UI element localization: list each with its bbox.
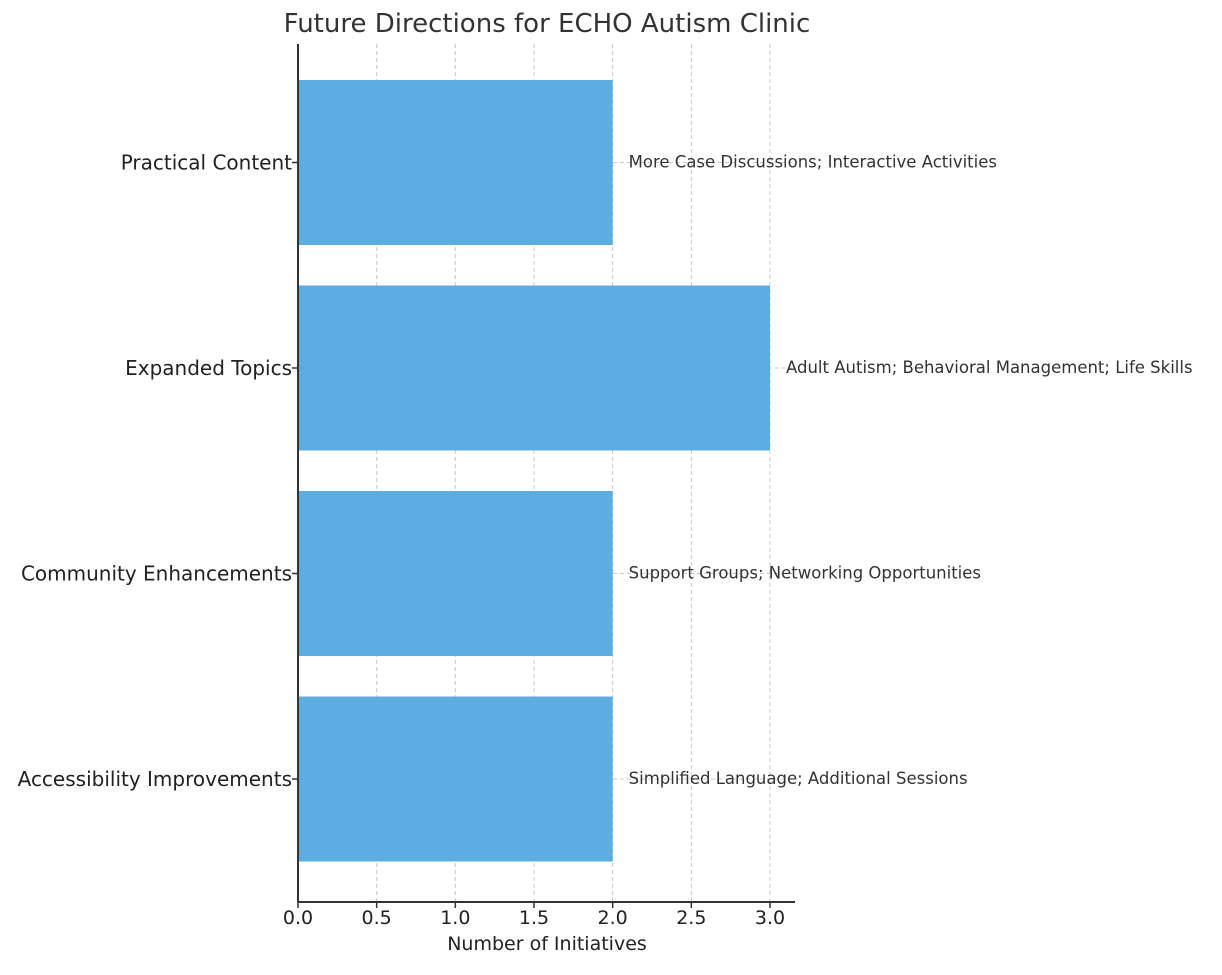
x-tick-label: 2.0	[598, 907, 628, 929]
x-tick-label: 1.5	[519, 907, 549, 929]
bar-annotation: Simplified Language; Additional Sessions	[629, 769, 968, 788]
x-tick-label: 2.5	[676, 907, 706, 929]
label-layer: 0.0 0.5 1.0 1.5 2.0 2.5 3.0 Practical Content Mo…	[18, 151, 1193, 930]
x-tick-label: 0.0	[283, 907, 313, 929]
bar-annotation: Support Groups; Networking Opportunities	[629, 564, 981, 583]
category-label: Practical Content	[121, 151, 292, 175]
axis-layer	[292, 44, 795, 908]
x-tick-label: 3.0	[755, 907, 785, 929]
bar	[298, 696, 613, 862]
bar-annotation: Adult Autism; Behavioral Management; Lif…	[786, 358, 1193, 377]
bar	[298, 285, 770, 451]
x-axis-label: Number of Initiatives	[447, 933, 647, 955]
bar-annotation: More Case Discussions; Interactive Activ…	[629, 153, 997, 172]
bar	[298, 80, 613, 245]
category-label: Community Enhancements	[21, 562, 292, 586]
category-label: Expanded Topics	[125, 356, 292, 380]
bar-layer	[298, 80, 770, 862]
x-tick-label: 1.0	[440, 907, 470, 929]
x-tick-label: 0.5	[362, 907, 392, 929]
chart-title: Future Directions for ECHO Autism Clinic	[284, 9, 811, 39]
category-label: Accessibility Improvements	[18, 767, 292, 791]
bar	[298, 491, 613, 656]
